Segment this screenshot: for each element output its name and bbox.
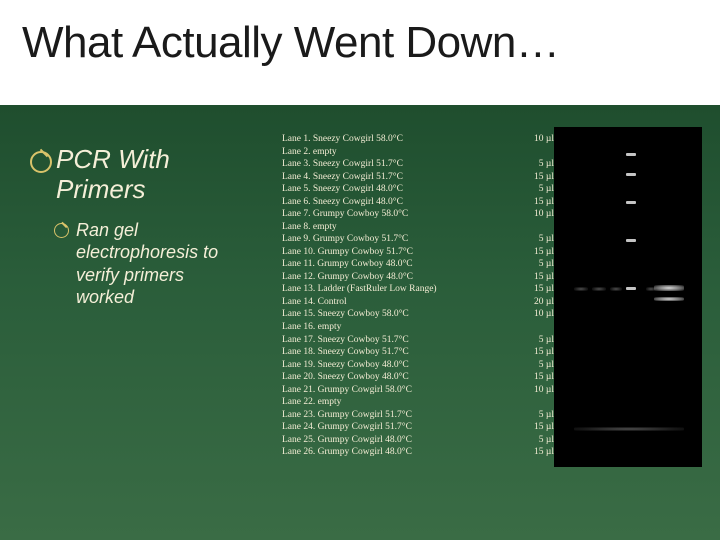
lane-row: Lane 5. Sneezy Cowgirl 48.0°C 5 µl xyxy=(282,183,554,196)
lane-volume: 20 µl xyxy=(524,296,554,309)
content-area: PCR With Primers Ran gel electrophoresis… xyxy=(0,105,720,540)
lane-label: Lane 1. Sneezy Cowgirl 58.0°C xyxy=(282,133,403,146)
lane-label: Lane 13. Ladder (FastRuler Low Range) xyxy=(282,283,437,296)
lane-row: Lane 19. Sneezy Cowboy 48.0°C 5 µl xyxy=(282,359,554,372)
lane-label: Lane 3. Sneezy Cowgirl 51.7°C xyxy=(282,158,403,171)
lane-row: Lane 11. Grumpy Cowboy 48.0°C 5 µl xyxy=(282,258,554,271)
lane-label: Lane 20. Sneezy Cowboy 48.0°C xyxy=(282,371,409,384)
lane-label: Lane 8. empty xyxy=(282,221,337,234)
lane-label: Lane 10. Grumpy Cowboy 51.7°C xyxy=(282,246,413,259)
lane-label: Lane 17. Sneezy Cowboy 51.7°C xyxy=(282,334,409,347)
lane-volume: 5 µl xyxy=(529,183,554,196)
bullet-level2: Ran gel electrophoresis to verify primer… xyxy=(54,219,230,309)
lane-row: Lane 21. Grumpy Cowgirl 58.0°C 10 µl xyxy=(282,384,554,397)
lane-volume: 10 µl xyxy=(524,308,554,321)
lane-volume: 15 µl xyxy=(524,283,554,296)
lane-label: Lane 4. Sneezy Cowgirl 51.7°C xyxy=(282,171,403,184)
lane-row: Lane 9. Grumpy Cowboy 51.7°C 5 µl xyxy=(282,233,554,246)
lane-volume: 15 µl xyxy=(524,246,554,259)
lane-volume: 5 µl xyxy=(529,258,554,271)
lane-row: Lane 7. Grumpy Cowboy 58.0°C 10 µl xyxy=(282,208,554,221)
lane-volume: 5 µl xyxy=(529,158,554,171)
title-area: What Actually Went Down… xyxy=(0,0,720,105)
lane-label: Lane 18. Sneezy Cowboy 51.7°C xyxy=(282,346,409,359)
lane-label: Lane 19. Sneezy Cowboy 48.0°C xyxy=(282,359,409,372)
lane-row: Lane 13. Ladder (FastRuler Low Range) 15 … xyxy=(282,283,554,296)
lane-row: Lane 1. Sneezy Cowgirl 58.0°C 10 µl xyxy=(282,133,554,146)
lane-volume: 15 µl xyxy=(524,346,554,359)
lane-row: Lane 2. empty xyxy=(282,146,554,159)
lane-label: Lane 5. Sneezy Cowgirl 48.0°C xyxy=(282,183,403,196)
lane-label: Lane 7. Grumpy Cowboy 58.0°C xyxy=(282,208,408,221)
lane-volume: 5 µl xyxy=(529,434,554,447)
lane-label: Lane 23. Grumpy Cowgirl 51.7°C xyxy=(282,409,412,422)
lane-row: Lane 22. empty xyxy=(282,396,554,409)
lane-volume: 10 µl xyxy=(524,208,554,221)
lane-row: Lane 6. Sneezy Cowgirl 48.0°C 15 µl xyxy=(282,196,554,209)
lane-volume: 15 µl xyxy=(524,421,554,434)
lane-row: Lane 8. empty xyxy=(282,221,554,234)
lane-row: Lane 26. Grumpy Cowgirl 48.0°C 15 µl xyxy=(282,446,554,459)
lane-label: Lane 6. Sneezy Cowgirl 48.0°C xyxy=(282,196,403,209)
lane-row: Lane 15. Sneezy Cowboy 58.0°C 10 µl xyxy=(282,308,554,321)
lane-volume: 10 µl xyxy=(524,384,554,397)
bullet-level1: PCR With Primers xyxy=(30,145,230,205)
lane-label: Lane 12. Grumpy Cowboy 48.0°C xyxy=(282,271,413,284)
lane-row: Lane 14. Control 20 µl xyxy=(282,296,554,309)
lane-label: Lane 16. empty xyxy=(282,321,341,334)
lane-label: Lane 24. Grumpy Cowgirl 51.7°C xyxy=(282,421,412,434)
lane-volume: 5 µl xyxy=(529,409,554,422)
lanes-list: Lane 1. Sneezy Cowgirl 58.0°C10 µlLane 2… xyxy=(282,133,554,459)
lane-row: Lane 10. Grumpy Cowboy 51.7°C 15 µl xyxy=(282,246,554,259)
lane-label: Lane 9. Grumpy Cowboy 51.7°C xyxy=(282,233,408,246)
lane-volume: 15 µl xyxy=(524,171,554,184)
lane-label: Lane 25. Grumpy Cowgirl 48.0°C xyxy=(282,434,412,447)
slide: What Actually Went Down… PCR With Primer… xyxy=(0,0,720,540)
lane-row: Lane 24. Grumpy Cowgirl 51.7°C 15 µl xyxy=(282,421,554,434)
lane-row: Lane 25. Grumpy Cowgirl 48.0°C 5 µl xyxy=(282,434,554,447)
lane-volume: 5 µl xyxy=(529,233,554,246)
lane-label: Lane 11. Grumpy Cowboy 48.0°C xyxy=(282,258,413,271)
lane-label: Lane 22. empty xyxy=(282,396,341,409)
lane-row: Lane 12. Grumpy Cowboy 48.0°C 15 µl xyxy=(282,271,554,284)
lane-row: Lane 4. Sneezy Cowgirl 51.7°C 15 µl xyxy=(282,171,554,184)
lane-label: Lane 14. Control xyxy=(282,296,347,309)
lane-row: Lane 16. empty xyxy=(282,321,554,334)
lane-row: Lane 20. Sneezy Cowboy 48.0°C 15 µl xyxy=(282,371,554,384)
slide-title: What Actually Went Down… xyxy=(22,18,698,68)
lane-label: Lane 26. Grumpy Cowgirl 48.0°C xyxy=(282,446,412,459)
lane-volume: 15 µl xyxy=(524,271,554,284)
lane-row: Lane 23. Grumpy Cowgirl 51.7°C 5 µl xyxy=(282,409,554,422)
lane-volume: 10 µl xyxy=(524,133,554,146)
lane-label: Lane 15. Sneezy Cowboy 58.0°C xyxy=(282,308,409,321)
lane-row: Lane 18. Sneezy Cowboy 51.7°C 15 µl xyxy=(282,346,554,359)
lane-row: Lane 17. Sneezy Cowboy 51.7°C 5 µl xyxy=(282,334,554,347)
lane-row: Lane 3. Sneezy Cowgirl 51.7°C 5 µl xyxy=(282,158,554,171)
lane-volume: 15 µl xyxy=(524,371,554,384)
lane-volume: 15 µl xyxy=(524,446,554,459)
lane-volume: 15 µl xyxy=(524,196,554,209)
bullet-column: PCR With Primers Ran gel electrophoresis… xyxy=(30,145,230,309)
gel-image xyxy=(554,127,702,467)
lane-label: Lane 2. empty xyxy=(282,146,337,159)
lane-volume: 5 µl xyxy=(529,334,554,347)
lane-volume: 5 µl xyxy=(529,359,554,372)
lane-label: Lane 21. Grumpy Cowgirl 58.0°C xyxy=(282,384,412,397)
